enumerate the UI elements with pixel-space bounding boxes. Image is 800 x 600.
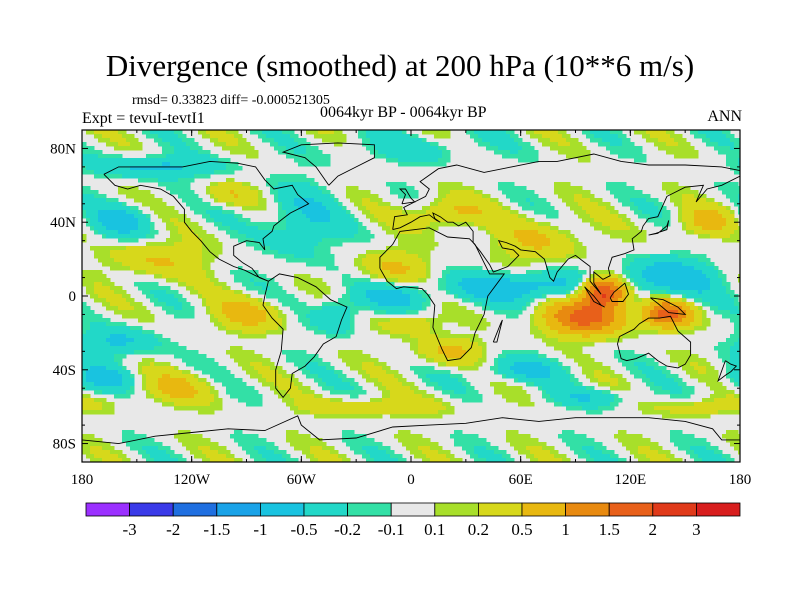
axes: 80N 40N 0 40S 80S 180 120W 60W 0 60E 120E 180 xyxy=(50,129,752,488)
colorbar-label: 1 xyxy=(561,520,570,539)
colorbar-swatch xyxy=(565,502,610,517)
lon-tick-label: 180 xyxy=(729,472,752,488)
colorbar-label: 2 xyxy=(649,520,658,539)
colorbar-label: -1 xyxy=(253,520,267,539)
lon-tick-label: 120W xyxy=(173,472,211,488)
colorbar-swatch xyxy=(696,502,741,517)
colorbar-label: -0.1 xyxy=(378,520,405,539)
lat-tick-label: 0 xyxy=(69,289,77,305)
colorbar-label: 0.1 xyxy=(424,520,445,539)
colorbar-swatch xyxy=(477,502,523,517)
lon-tick-label: 60E xyxy=(509,472,533,488)
colorbar-label: -2 xyxy=(166,520,180,539)
colorbar-swatch xyxy=(172,502,218,517)
lat-tick-label: 80S xyxy=(53,437,76,453)
colorbar-label: 3 xyxy=(692,520,701,539)
experiment-label: Expt = tevuI-tevtI1 xyxy=(82,110,205,127)
lat-tick-label: 40S xyxy=(53,363,76,379)
colorbar-label: -1.5 xyxy=(203,520,230,539)
colorbar-swatch xyxy=(347,502,392,517)
chart-title: Divergence (smoothed) at 200 hPa (10**6 … xyxy=(105,48,695,83)
lat-tick-label: 40N xyxy=(50,215,76,231)
colorbar-swatch xyxy=(390,502,436,517)
colorbar-label: -0.2 xyxy=(334,520,361,539)
lon-tick-label: 180 xyxy=(71,472,94,488)
colorbar-swatch xyxy=(521,502,566,517)
lon-tick-label: 0 xyxy=(407,472,415,488)
rmsd-diff-stats: rmsd= 0.33823 diff= -0.000521305 xyxy=(132,93,330,108)
lat-tick-label: 80N xyxy=(50,141,76,157)
coastlines xyxy=(82,142,740,445)
lon-tick-label: 120E xyxy=(614,472,646,488)
colorbar-label: 0.2 xyxy=(468,520,489,539)
colorbar-label: -3 xyxy=(123,520,137,539)
colorbar-swatch xyxy=(434,502,479,517)
colorbar-swatch xyxy=(85,502,130,517)
colorbar-swatch xyxy=(303,502,348,517)
colorbar-label: 0.5 xyxy=(511,520,532,539)
colorbar: -3 -2 -1.5 -1 -0.5 -0.2 -0.1 0.1 0.2 0.5 1 1.5 2 3 xyxy=(85,502,741,539)
colorbar-swatch xyxy=(652,502,697,517)
colorbar-label: -0.5 xyxy=(291,520,318,539)
period-label: 0064kyr BP - 0064kyr BP xyxy=(320,104,487,121)
colorbar-label: 1.5 xyxy=(599,520,620,539)
contour-field xyxy=(82,130,740,462)
colorbar-swatch xyxy=(129,502,174,517)
colorbar-swatch xyxy=(259,502,305,517)
lon-tick-label: 60W xyxy=(287,472,317,488)
season-label: ANN xyxy=(707,108,742,125)
colorbar-swatch xyxy=(608,502,654,517)
colorbar-swatch xyxy=(216,502,261,517)
